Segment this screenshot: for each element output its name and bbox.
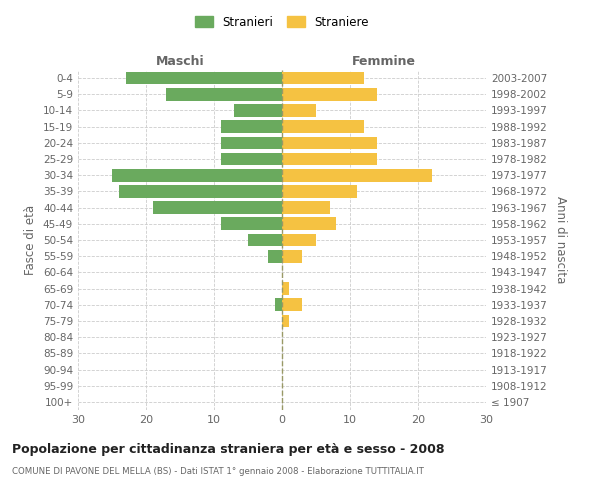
Bar <box>282 72 364 85</box>
Bar <box>282 152 377 166</box>
Bar <box>112 169 282 181</box>
Bar <box>282 104 316 117</box>
Text: Maschi: Maschi <box>155 56 205 68</box>
Text: Popolazione per cittadinanza straniera per età e sesso - 2008: Popolazione per cittadinanza straniera p… <box>12 442 445 456</box>
Bar <box>282 250 302 262</box>
Bar <box>282 282 289 295</box>
Legend: Stranieri, Straniere: Stranieri, Straniere <box>190 11 374 34</box>
Y-axis label: Anni di nascita: Anni di nascita <box>554 196 567 284</box>
Bar <box>282 88 377 101</box>
Bar <box>221 136 282 149</box>
Bar <box>221 152 282 166</box>
Bar <box>235 104 282 117</box>
Bar <box>282 234 316 246</box>
Bar <box>221 120 282 133</box>
Bar <box>166 88 282 101</box>
Bar <box>125 72 282 85</box>
Bar <box>268 250 282 262</box>
Bar <box>282 120 364 133</box>
Bar <box>282 202 329 214</box>
Bar <box>282 314 289 328</box>
Bar <box>153 202 282 214</box>
Bar <box>282 136 377 149</box>
Text: Femmine: Femmine <box>352 56 416 68</box>
Bar <box>282 298 302 311</box>
Text: COMUNE DI PAVONE DEL MELLA (BS) - Dati ISTAT 1° gennaio 2008 - Elaborazione TUTT: COMUNE DI PAVONE DEL MELLA (BS) - Dati I… <box>12 468 424 476</box>
Bar <box>221 218 282 230</box>
Bar <box>282 218 337 230</box>
Bar <box>275 298 282 311</box>
Bar <box>282 169 431 181</box>
Bar <box>248 234 282 246</box>
Bar <box>282 185 357 198</box>
Y-axis label: Fasce di età: Fasce di età <box>25 205 37 275</box>
Bar <box>119 185 282 198</box>
